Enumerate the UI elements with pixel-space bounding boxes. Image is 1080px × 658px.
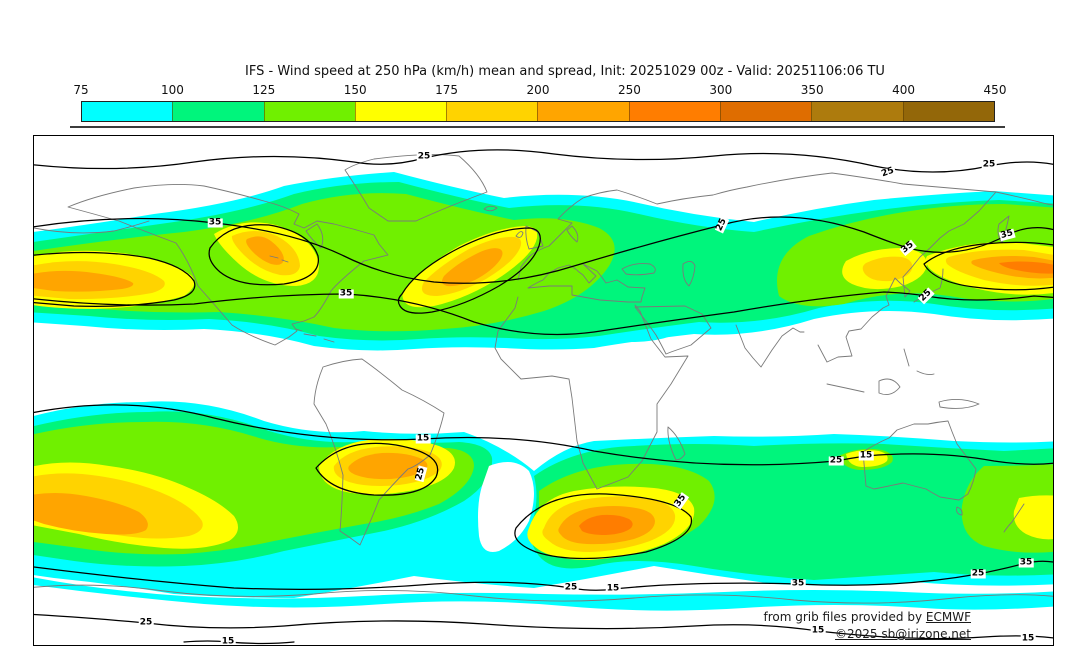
coastlines-path (634, 305, 712, 355)
spread-contour-lines-path (34, 291, 1053, 336)
spread-contour-lines-path (34, 404, 1053, 466)
colorbar-tick-label: 400 (892, 83, 916, 97)
colorbar-tick-label: 175 (435, 83, 459, 97)
colorbar-shadow-line (70, 126, 1005, 128)
contour-value-label: 15 (810, 625, 826, 636)
colorbar-segment (354, 102, 447, 121)
coastlines-path (682, 261, 696, 287)
coastlines-path (817, 191, 997, 363)
spread-contour-lines-path (397, 227, 541, 314)
wind-speed-fill-bands-path (862, 256, 913, 282)
wind-speed-fill-bands-path (478, 462, 534, 552)
world-map: 25 25 25 35 25 35 35 35 25 15 25 35 15 25 25 15 25 15 35 25… (33, 135, 1054, 646)
contour-value-label: 35 (790, 578, 806, 589)
coastlines-path (735, 324, 805, 368)
spread-contour-lines-path (34, 613, 1053, 640)
colorbar-segment (446, 102, 538, 121)
colorbar-segment (720, 102, 812, 121)
map-art (34, 149, 1053, 645)
wind-speed-fill-bands-path (34, 493, 148, 535)
colorbar-tick-label: 300 (709, 83, 733, 97)
contour-value-label: 25 (981, 159, 997, 170)
colorbar-tick-label: 250 (617, 83, 641, 97)
contour-value-label: 25 (970, 568, 986, 579)
attribution: from grib files provided by ECMWF ©2025 … (763, 609, 971, 643)
contour-value-label: 15 (858, 450, 874, 461)
coastlines-path (305, 223, 324, 249)
contour-value-label: 15 (415, 433, 431, 444)
spread-contour-lines-path (34, 251, 196, 308)
coastlines-path (34, 220, 150, 234)
colorbar-tick-label: 100 (160, 83, 184, 97)
coastlines-path (483, 205, 498, 212)
ecmwf-link[interactable]: ECMWF (925, 610, 971, 624)
contour-value-label: 15 (1020, 633, 1036, 644)
colorbar-segment (902, 102, 994, 121)
coastlines-path (862, 420, 977, 501)
contour-value-label: 25 (563, 582, 579, 593)
spread-contour-lines-path (183, 640, 295, 645)
colorbar-tick-label: 450 (983, 83, 1007, 97)
coastlines-path (1003, 503, 1025, 533)
wind-speed-fill-bands (34, 172, 1053, 611)
colorbar-tick-label: 200 (526, 83, 550, 97)
coastlines-path (494, 296, 689, 490)
wind-speed-fill-bands-path (34, 577, 1053, 611)
wind-speed-fill-bands-path (579, 514, 633, 535)
spread-contour-lines-path (514, 493, 693, 560)
spread-contour-lines-path (315, 442, 439, 496)
attribution-text: from grib files provided by (763, 610, 926, 624)
spread-contour-lines-path (34, 216, 1053, 284)
colorbar-tick-label: 150 (343, 83, 367, 97)
wind-speed-fill-bands-path (34, 270, 134, 292)
coastlines-path (515, 225, 544, 250)
wind-speed-fill-bands-path (1013, 495, 1053, 540)
colorbar-segment (263, 102, 355, 121)
colorbar-tick-label: 350 (800, 83, 824, 97)
coastlines-path (517, 172, 1053, 281)
colorbar-segment (82, 102, 173, 121)
contour-value-label: 35 (338, 288, 354, 299)
coastlines-path (269, 255, 335, 343)
wind-speed-fill-bands-path (999, 261, 1053, 274)
spread-contour-lines-path (34, 149, 1053, 173)
colorbar (81, 101, 995, 122)
chart-title: IFS - Wind speed at 250 hPa (km/h) mean … (245, 64, 885, 79)
coastlines-path (527, 263, 646, 303)
colorbar-tick-label: 75 (73, 83, 89, 97)
wind-speed-fill-bands-path (348, 452, 428, 480)
colorbar-segment (537, 102, 629, 121)
contour-value-label: 25 (828, 455, 844, 466)
coastlines-path (667, 426, 686, 461)
wind-speed-fill-bands-path (442, 248, 503, 287)
colorbar-tick-label: 125 (252, 83, 276, 97)
coastlines-path (956, 506, 963, 516)
coastlines-path (313, 358, 445, 546)
contour-value-label: 35 (207, 217, 223, 228)
colorbar-segment (811, 102, 903, 121)
contour-value-label: 35 (1018, 557, 1034, 568)
coastlines-path (621, 263, 656, 276)
colorbar-segment (172, 102, 264, 121)
copyright-link[interactable]: ©2025 sb@irizone.net (835, 627, 971, 641)
colorbar-segment (628, 102, 721, 121)
coastlines (34, 154, 1053, 604)
wind-speed-fill-bands-path (246, 236, 284, 265)
contour-value-label: 25 (138, 617, 154, 628)
contour-value-label: 15 (220, 636, 236, 646)
spread-contour-lines-path (923, 241, 1053, 291)
coastlines-path (566, 225, 579, 243)
spread-contour-lines-path (208, 224, 319, 286)
coastlines-path (826, 348, 980, 409)
coastlines-path (34, 584, 1053, 604)
contour-value-label: 15 (605, 583, 621, 594)
coastlines-path (67, 183, 389, 346)
contour-value-label: 25 (416, 151, 432, 162)
